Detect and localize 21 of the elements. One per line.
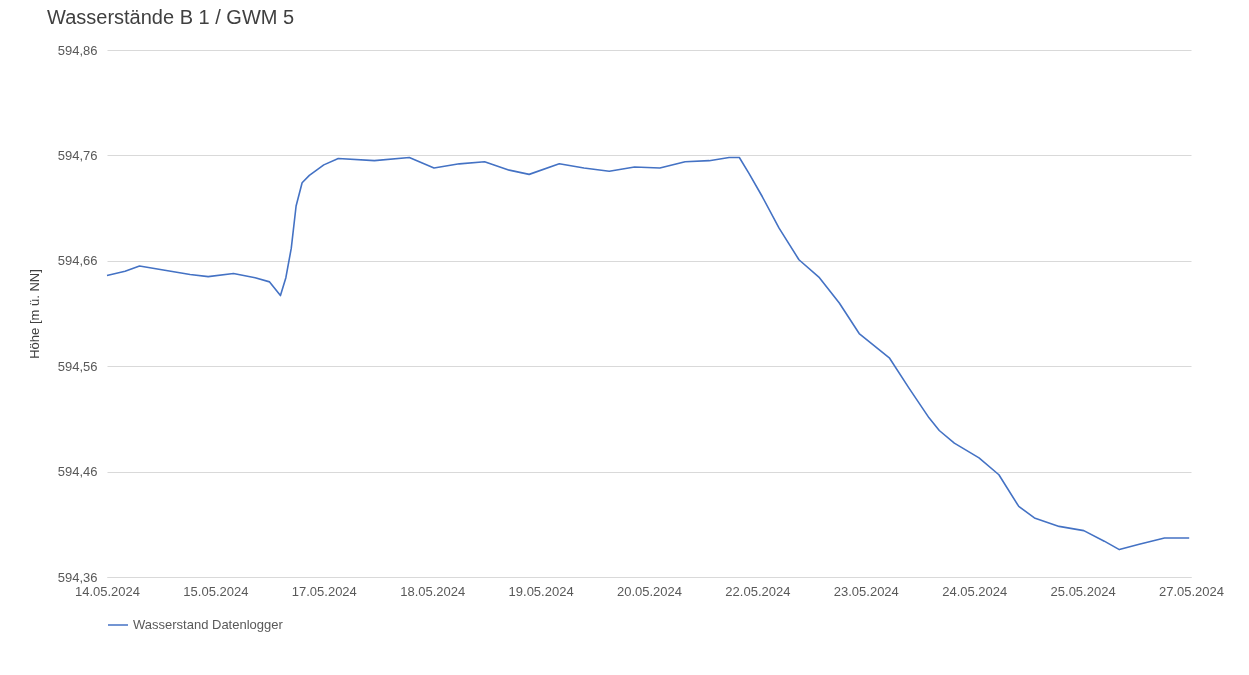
y-tick-label: 594,66 — [57, 253, 98, 269]
x-tick-label: 24.05.2024 — [942, 583, 1008, 599]
y-tick-label: 594,56 — [57, 358, 98, 374]
x-tick-label: 19.05.2024 — [508, 583, 574, 599]
legend-label: Wasserstand Datenlogger — [133, 617, 284, 632]
x-tick-label: 17.05.2024 — [291, 583, 357, 599]
x-tick-label: 25.05.2024 — [1050, 583, 1116, 599]
x-tick-label: 20.05.2024 — [616, 583, 683, 599]
y-tick-label: 594,36 — [57, 569, 98, 585]
x-tick-label: 14.05.2024 — [74, 583, 141, 599]
y-axis-title: Höhe [m ü. NN] — [26, 269, 42, 359]
x-tick-label: 22.05.2024 — [725, 583, 791, 599]
chart-title: Wasserstände B 1 / GWM 5 — [47, 6, 295, 28]
y-tick-label: 594,76 — [57, 147, 98, 163]
y-tick-label: 594,86 — [57, 42, 98, 58]
x-tick-label: 15.05.2024 — [183, 583, 249, 599]
x-tick-label: 23.05.2024 — [833, 583, 899, 599]
line-series — [106, 156, 1190, 551]
y-tick-label: 594,46 — [57, 464, 98, 480]
x-tick-label: 18.05.2024 — [400, 583, 466, 599]
x-tick-label: 27.05.2024 — [1158, 583, 1225, 599]
